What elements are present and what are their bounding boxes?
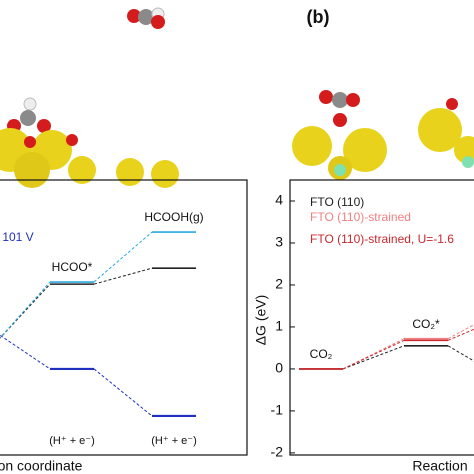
connector — [447, 324, 474, 340]
panel-label: (b) — [307, 7, 330, 27]
axes-frame — [0, 179, 248, 456]
state-label: CO₂* — [412, 317, 440, 331]
connector — [0, 334, 51, 370]
axes-frame — [289, 179, 474, 456]
legend-entry: FTO (110) — [310, 195, 364, 209]
connector — [0, 281, 51, 339]
x-tick-label: (H⁺ + e⁻) — [49, 435, 95, 447]
state-label: HCOO* — [52, 260, 93, 274]
connector — [447, 328, 474, 341]
y-tick-label: 3 — [275, 234, 283, 250]
connector — [342, 339, 405, 370]
annotation: 101 V — [2, 230, 33, 244]
connector — [342, 345, 405, 370]
y-tick-label: 2 — [275, 276, 283, 292]
y-tick-label: 4 — [275, 192, 283, 208]
x-axis-label: on coordinate — [0, 458, 83, 474]
connector — [0, 283, 51, 339]
legend-entry: FTO (110)-strained, U=-1.6 — [310, 232, 454, 246]
connector — [93, 231, 153, 283]
legend-entry: FTO (110)-strained — [310, 210, 411, 224]
y-tick-label: 0 — [275, 360, 283, 376]
y-tick-label: -1 — [271, 402, 284, 418]
structure-illustrations — [0, 7, 474, 188]
y-tick-label: -2 — [271, 444, 284, 460]
x-tick-label: (H⁺ + e⁻) — [151, 435, 197, 447]
connector — [93, 368, 153, 417]
state-label: CO₂ — [310, 347, 333, 361]
connector — [93, 267, 153, 285]
x-axis-label: Reaction — [412, 458, 467, 474]
y-tick-label: 1 — [275, 318, 283, 334]
y-axis-label: ΔG (eV) — [253, 295, 269, 346]
state-label: HCOOH(g) — [144, 210, 203, 224]
connector — [447, 345, 474, 362]
